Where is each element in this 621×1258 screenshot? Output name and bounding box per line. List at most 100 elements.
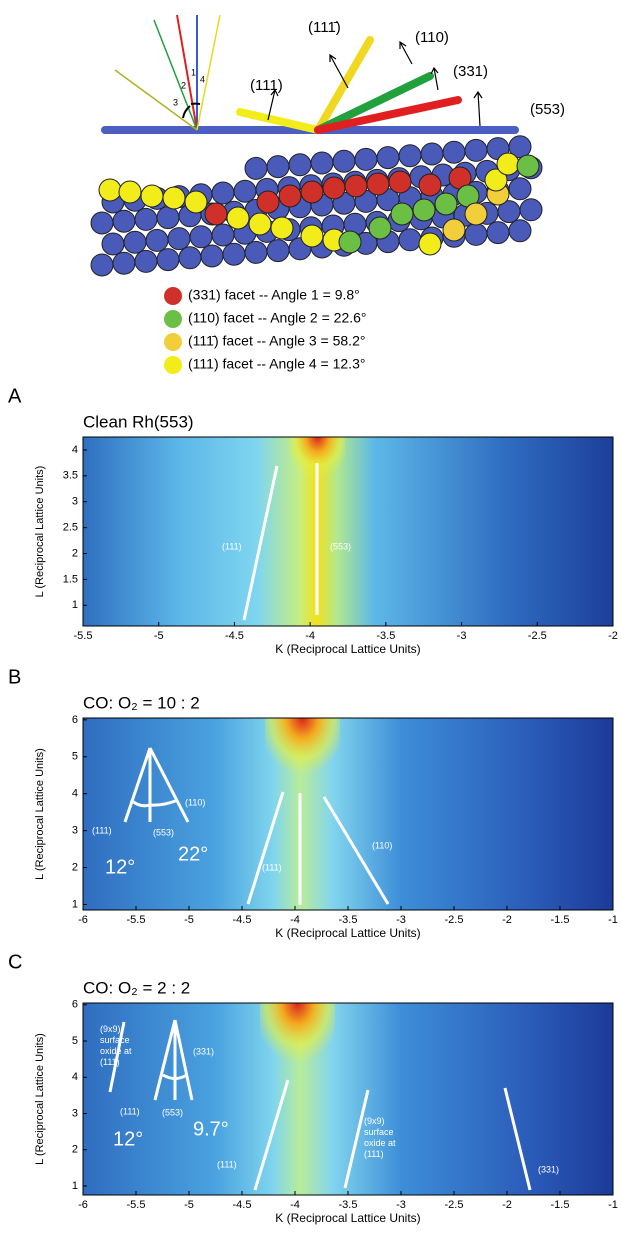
annotation: 12° (105, 856, 135, 878)
angle-label: 3 (173, 97, 178, 107)
atom (266, 239, 290, 263)
atom (226, 206, 250, 230)
x-tick-label: -2 (502, 914, 512, 926)
atom (200, 244, 224, 268)
atom (211, 181, 235, 205)
panel-b-annotations: (111) (553) (110) 12° 22° (111) (110) (92, 747, 392, 905)
x-tick-label: -3 (396, 914, 406, 926)
annotation: (111) (92, 825, 112, 835)
x-tick-label: -2 (502, 1199, 512, 1211)
panel: B CO: O₂ = 10 : 2 -6 -5.5 -5 -4.5 -4 -3.5 -3 -2.5… (8, 666, 618, 940)
annotation: (553) (153, 827, 174, 837)
x-tick-label: -1.5 (551, 1199, 570, 1211)
y-tick-label: 2 (72, 547, 78, 559)
x-tick-label: -4 (290, 914, 300, 926)
legend-label: (110) facet -- Angle 2 = 22.6° (188, 310, 367, 326)
atom (134, 249, 158, 273)
atom (244, 240, 268, 264)
legend: (331) facet -- Angle 1 = 9.8° (110) facet… (164, 287, 367, 374)
atom (420, 142, 444, 166)
x-tick-label: -5 (154, 630, 164, 642)
x-tick-label: -5 (184, 1199, 194, 1211)
atom (368, 216, 392, 240)
panel-title: CO: O₂ = 2 : 2 (83, 978, 190, 997)
atom (300, 180, 324, 204)
x-tick-label: -4.5 (233, 1199, 252, 1211)
atom (332, 149, 356, 173)
y-tick-label: 4 (72, 788, 78, 800)
facet-label: (110) (415, 29, 449, 46)
atom (90, 211, 114, 235)
atom (270, 216, 294, 240)
x-axis-label: K (Reciprocal Lattice Units) (275, 642, 420, 656)
y-tick-label: 5 (72, 751, 78, 763)
atom (464, 138, 488, 162)
annotation-line: (9x9) (364, 1116, 385, 1126)
atom (278, 184, 302, 208)
y-tick-label: 2 (72, 1144, 78, 1156)
atom (366, 172, 390, 196)
atom (112, 209, 136, 233)
atom (418, 232, 442, 256)
atom (184, 190, 208, 214)
atom (90, 253, 114, 277)
y-axis-label: L (Reciprocal Lattice Units) (34, 748, 46, 880)
atom (508, 219, 532, 243)
annotation-line: surface (100, 1035, 130, 1045)
panel-title: Clean Rh(553) (83, 412, 194, 431)
panel: C CO: O₂ = 2 : 2 -6 -5.5 -5 -4.5 -4 -3.5 -3 -2.5 -… (8, 951, 618, 1225)
annotation: (331) (193, 1046, 214, 1056)
x-tick-label: -3 (457, 630, 467, 642)
atom (156, 206, 180, 230)
atom (156, 248, 180, 272)
atom (398, 228, 422, 252)
panel-letter: C (8, 951, 22, 973)
atom (211, 223, 235, 247)
atom (484, 168, 508, 192)
y-tick-label: 3 (72, 825, 78, 837)
x-tick-label: -4.5 (233, 914, 252, 926)
x-tick-label: -2.5 (445, 1199, 464, 1211)
atom (167, 227, 191, 251)
y-tick-label: 3.5 (63, 470, 78, 482)
heatmap (83, 437, 613, 626)
panel-title: CO: O₂ = 10 : 2 (83, 693, 200, 712)
angle-label: 4 (200, 74, 205, 84)
atom (233, 179, 257, 203)
y-tick-label: 5 (72, 1035, 78, 1047)
x-tick-label: -6 (78, 914, 88, 926)
heatmap-peak (265, 718, 340, 813)
plot-frame (82, 436, 614, 627)
panel-a-annotations: (111) (553) (222, 463, 351, 621)
atom (244, 156, 268, 180)
x-tick-label: -5.5 (127, 914, 146, 926)
atom (442, 140, 466, 164)
atom (256, 190, 280, 214)
atom (222, 242, 246, 266)
x-tick-label: -6 (78, 1199, 88, 1211)
annotation: (111) (222, 541, 242, 551)
atom (112, 251, 136, 275)
annotation: (111) (217, 1159, 237, 1169)
heatmap (83, 1003, 613, 1195)
annotation-line: oxide at (100, 1046, 132, 1056)
annotation: (553) (162, 1107, 183, 1117)
atom (322, 176, 346, 200)
y-axis-label: L (Reciprocal Lattice Units) (34, 466, 46, 598)
annotation: (9x9) surface oxide at (111) (100, 1024, 132, 1067)
x-tick-label: -5.5 (127, 1199, 146, 1211)
atom (123, 230, 147, 254)
annotation-line: (111) (364, 1149, 384, 1159)
atom (344, 174, 368, 198)
atom (496, 152, 520, 176)
annotation: (111) (262, 862, 282, 872)
atom (266, 155, 290, 179)
x-tick-label: -1 (608, 1199, 618, 1211)
y-axis-label: L (Reciprocal Lattice Units) (34, 1033, 46, 1165)
atom (464, 222, 488, 246)
legend-swatch (164, 333, 182, 351)
x-tick-label: -1 (608, 914, 618, 926)
x-axis-label: K (Reciprocal Lattice Units) (275, 1211, 420, 1225)
annotation-line: surface (364, 1127, 394, 1137)
atom (516, 154, 540, 178)
